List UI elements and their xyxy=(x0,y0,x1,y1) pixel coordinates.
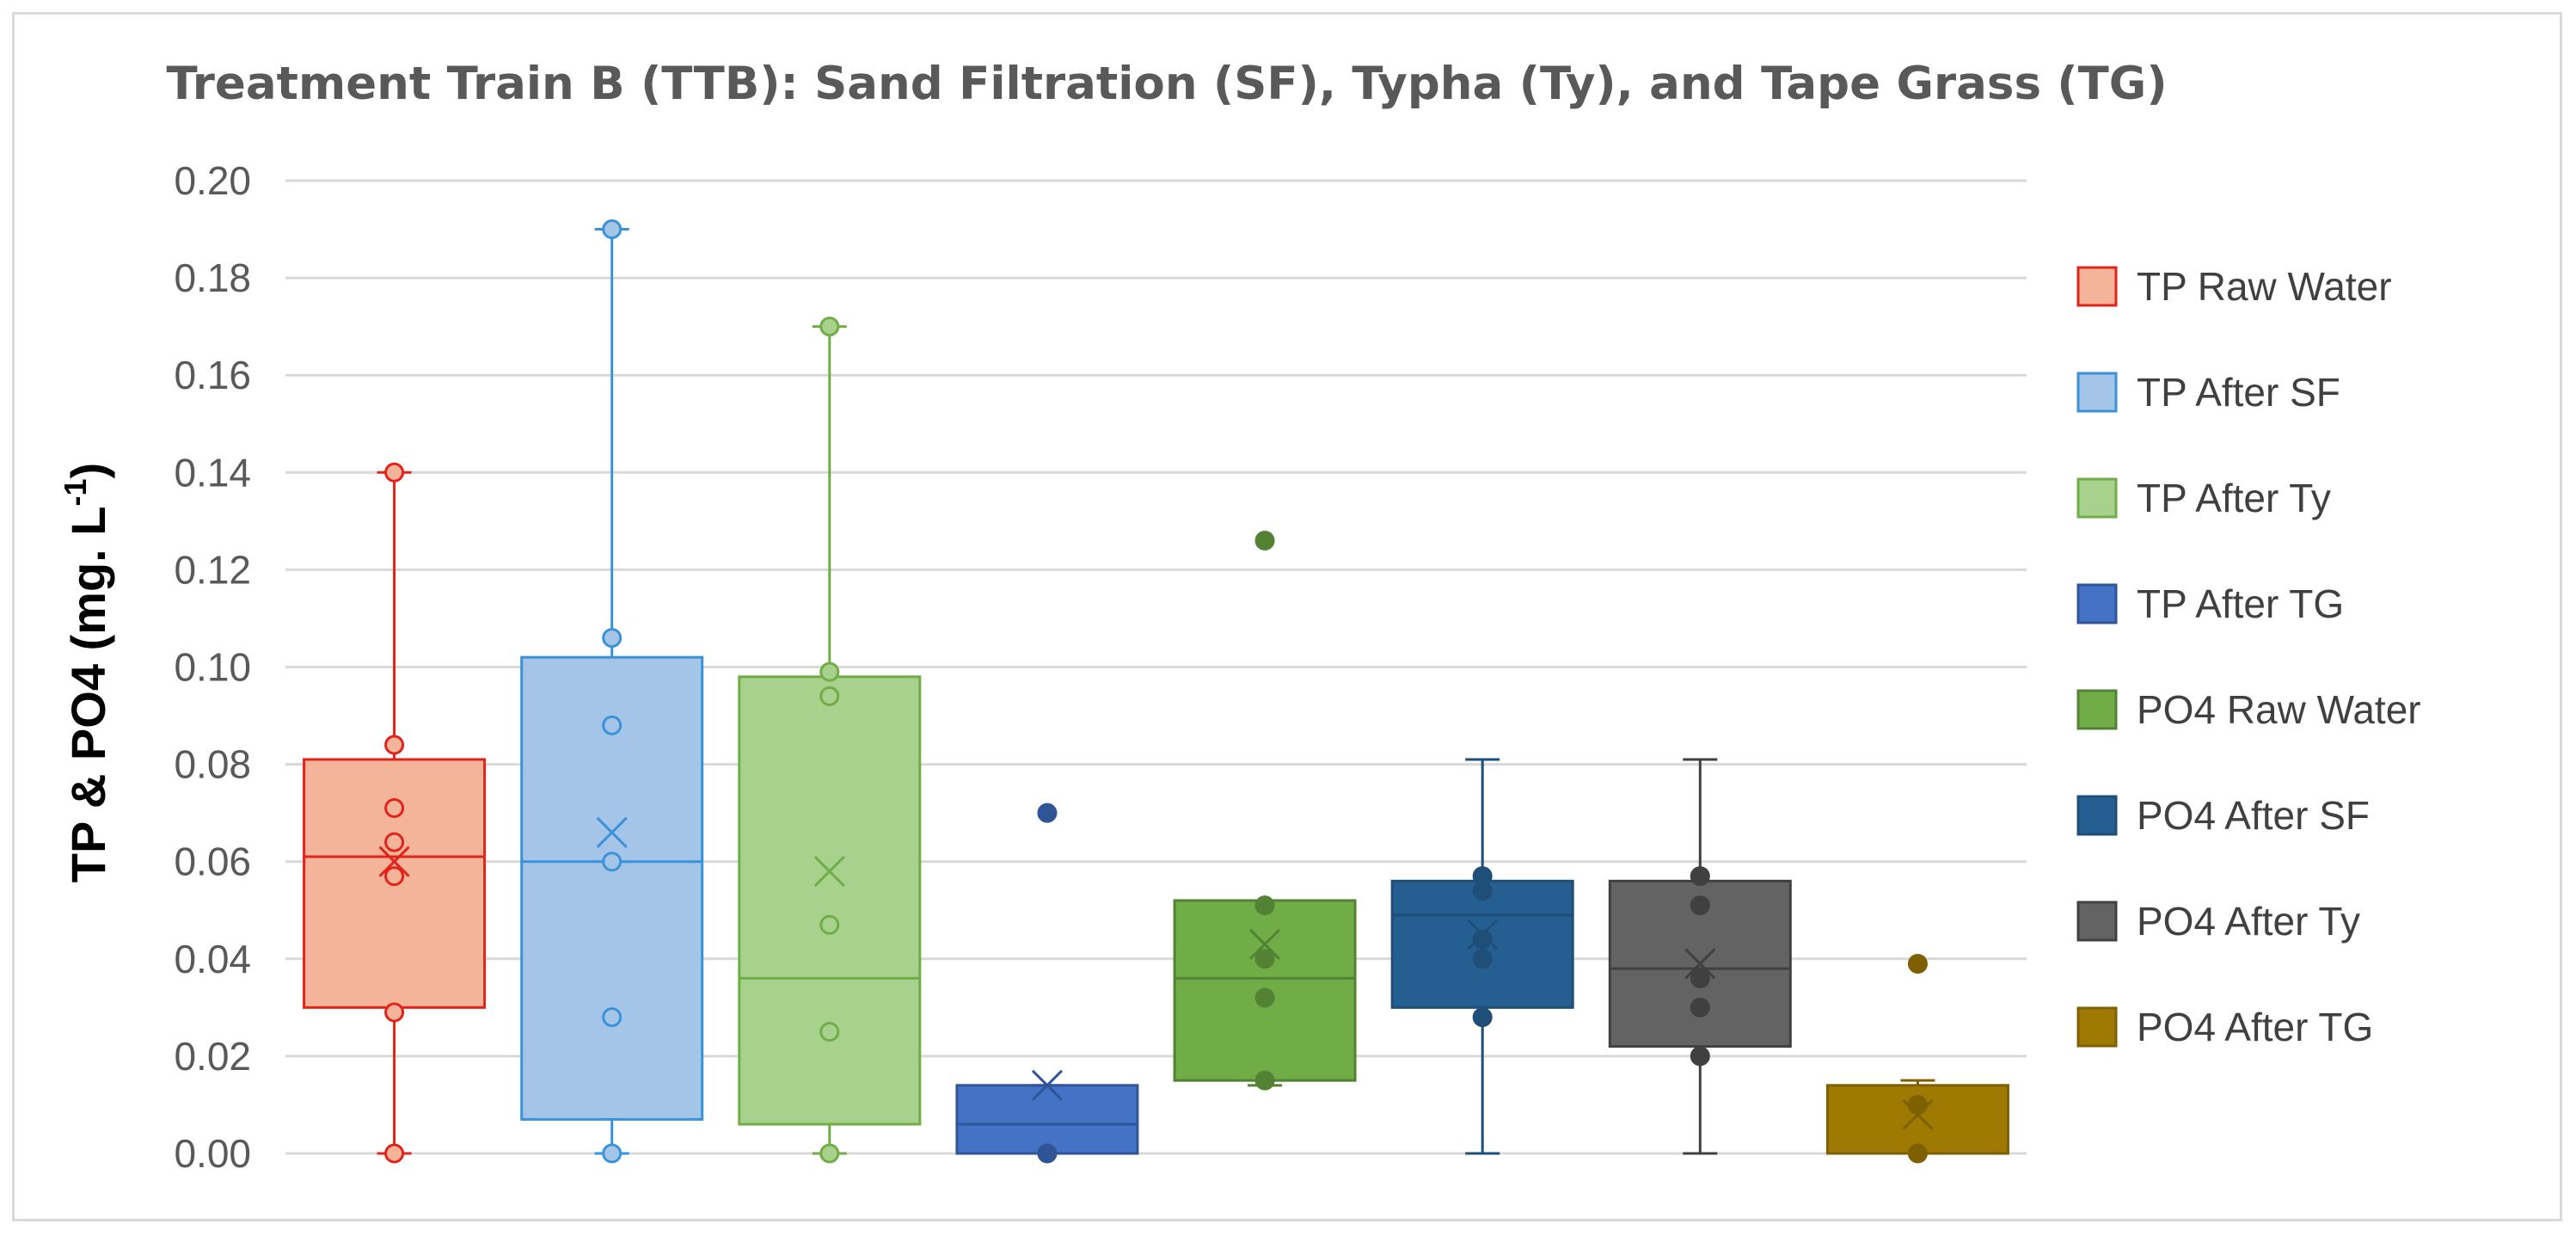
data-point xyxy=(602,715,623,735)
mean-marker xyxy=(1249,928,1281,960)
legend-item: PO4 After TG xyxy=(2076,1005,2373,1049)
legend-swatch xyxy=(2076,795,2118,836)
data-point xyxy=(1254,1070,1275,1091)
data-point xyxy=(1472,866,1493,887)
outlier-point xyxy=(1037,802,1058,823)
data-point xyxy=(1254,895,1275,916)
box-tp-after-sf xyxy=(520,219,704,1164)
y-tick-label: 0.16 xyxy=(174,353,251,397)
y-tick-label: 0.20 xyxy=(174,158,251,203)
mean-marker xyxy=(1684,948,1716,980)
legend-swatch xyxy=(2076,266,2118,307)
data-point xyxy=(1690,997,1710,1018)
data-point xyxy=(1254,987,1275,1008)
box-po4-after-tg xyxy=(1825,953,2009,1164)
box-series xyxy=(303,219,2009,1164)
data-point xyxy=(384,797,405,818)
box-iqr xyxy=(738,675,922,1126)
legend-label: TP After TG xyxy=(2137,581,2344,626)
legend-swatch xyxy=(2076,372,2118,413)
data-point xyxy=(819,1022,840,1042)
data-point xyxy=(1690,968,1710,988)
chart-frame: Treatment Train B (TTB): Sand Filtration… xyxy=(12,12,2562,1221)
data-point xyxy=(819,1143,840,1164)
data-point xyxy=(602,628,623,649)
y-tick-label: 0.06 xyxy=(174,839,251,884)
data-point xyxy=(819,686,840,706)
data-point xyxy=(1690,866,1710,887)
legend-label: PO4 After TG xyxy=(2137,1005,2373,1049)
data-point xyxy=(819,661,840,682)
y-axis-ticks: 0.00 0.02 0.04 0.06 0.08 0.10 0.12 0.14 0.16 0.18… xyxy=(174,158,251,1176)
data-point xyxy=(1037,1143,1058,1164)
y-axis-label: TP & PO4 (mg. L-1) xyxy=(58,463,115,882)
mean-marker xyxy=(378,846,410,877)
legend-swatch xyxy=(2076,477,2118,519)
legend-label: PO4 After Ty xyxy=(2137,899,2360,944)
y-tick-label: 0.00 xyxy=(174,1131,251,1176)
box-tp-after-ty xyxy=(738,317,922,1164)
data-point xyxy=(1690,1046,1710,1067)
legend-item: PO4 Raw Water xyxy=(2076,687,2421,732)
legend-swatch xyxy=(2076,689,2118,730)
data-point xyxy=(384,866,405,887)
box-plot-chart: Treatment Train B (TTB): Sand Filtration… xyxy=(58,58,2421,1176)
legend-label: PO4 Raw Water xyxy=(2137,687,2421,732)
data-point xyxy=(1690,895,1710,916)
data-point xyxy=(384,1002,405,1023)
y-tick-label: 0.18 xyxy=(174,255,251,300)
mean-marker xyxy=(1031,1069,1063,1101)
legend-swatch xyxy=(2076,901,2118,942)
data-point xyxy=(602,1007,623,1028)
outlier-point xyxy=(1254,530,1275,550)
data-point xyxy=(1472,929,1493,950)
y-tick-label: 0.12 xyxy=(174,547,251,592)
data-point xyxy=(602,1143,623,1164)
legend-label: TP After SF xyxy=(2137,370,2340,415)
y-tick-label: 0.14 xyxy=(174,450,251,495)
y-axis-label-superscript: -1 xyxy=(58,478,93,506)
mean-marker xyxy=(596,816,628,848)
data-point xyxy=(1472,1007,1493,1028)
box-po4-after-ty xyxy=(1608,758,1792,1155)
legend-item: TP After Ty xyxy=(2076,476,2331,520)
legend-label: TP Raw Water xyxy=(2137,264,2392,309)
data-point xyxy=(1907,1143,1928,1164)
box-po4-raw-water xyxy=(1173,530,1357,1091)
data-point xyxy=(384,832,405,852)
legend-item: TP Raw Water xyxy=(2076,264,2392,309)
box-po4-after-sf xyxy=(1390,758,1574,1155)
y-tick-label: 0.04 xyxy=(174,937,251,981)
y-tick-label: 0.08 xyxy=(174,742,251,787)
chart-title: Treatment Train B (TTB): Sand Filtration… xyxy=(166,58,2167,110)
data-point xyxy=(1472,949,1493,969)
y-axis-label-main: TP & PO4 (mg. L xyxy=(61,506,115,882)
legend-label: PO4 After SF xyxy=(2137,793,2370,838)
legend: TP Raw Water TP After SF TP After Ty TP Aft… xyxy=(2076,264,2421,1049)
y-tick-label: 0.10 xyxy=(174,645,251,690)
box-tp-after-tg xyxy=(955,802,1139,1164)
data-point xyxy=(384,462,405,483)
data-point xyxy=(384,1143,405,1164)
mean-marker xyxy=(813,855,845,888)
data-point xyxy=(602,852,623,872)
legend-item: TP After SF xyxy=(2076,370,2340,415)
y-tick-label: 0.02 xyxy=(174,1034,251,1079)
legend-swatch xyxy=(2076,583,2118,624)
data-point xyxy=(1254,949,1275,969)
legend-item: PO4 After Ty xyxy=(2076,899,2360,944)
outlier-point xyxy=(1907,953,1928,974)
box-iqr xyxy=(955,1084,1139,1155)
data-point xyxy=(384,735,405,755)
legend-item: PO4 After SF xyxy=(2076,793,2370,838)
legend-swatch xyxy=(2076,1006,2118,1048)
data-point xyxy=(819,317,840,337)
legend-label: TP After Ty xyxy=(2137,476,2331,520)
data-point xyxy=(819,914,840,935)
data-point xyxy=(602,219,623,240)
y-axis-label-close: ) xyxy=(61,463,115,479)
legend-item: TP After TG xyxy=(2076,581,2344,626)
data-point xyxy=(1907,1094,1928,1115)
box-tp-raw-water xyxy=(303,462,487,1164)
